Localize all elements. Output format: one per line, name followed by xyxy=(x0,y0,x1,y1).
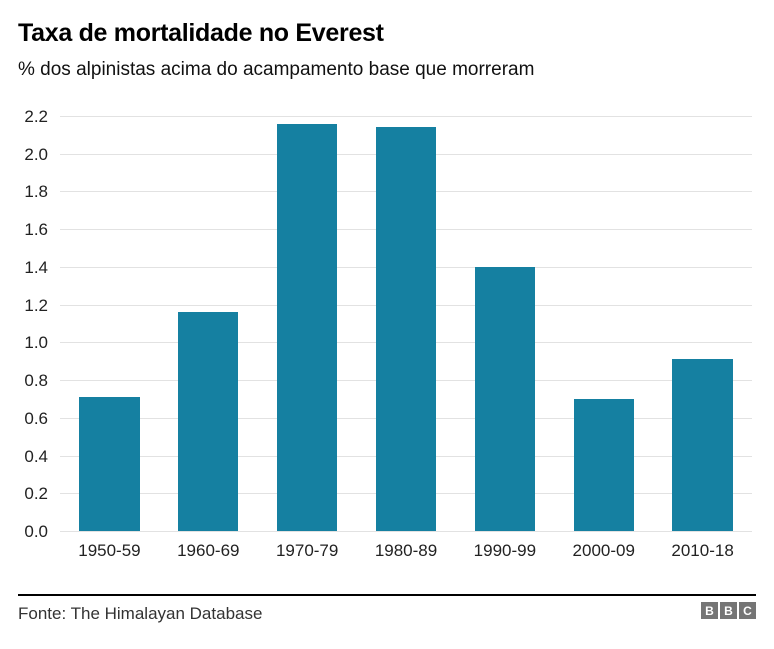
y-tick-label: 1.2 xyxy=(24,295,48,315)
x-tick-label: 2010-18 xyxy=(671,541,734,560)
x-axis-labels: 1950-59 1960-69 1970-79 1980-89 1990-99 2000-… xyxy=(60,541,752,561)
bar-column xyxy=(258,116,357,531)
y-tick-label: 2.2 xyxy=(24,107,48,126)
gridline xyxy=(60,116,752,117)
bar-column xyxy=(653,116,752,531)
x-tick-label: 1970-79 xyxy=(275,541,339,560)
chart-title: Taxa de mortalidade no Everest xyxy=(18,19,384,47)
bar-2010-18 xyxy=(672,359,733,531)
chart-subtitle: % dos alpinistas acima do acampamento ba… xyxy=(18,59,535,80)
y-tick-label: 1.4 xyxy=(24,257,48,277)
bar-column xyxy=(159,116,258,531)
bbc-logo-letter: B xyxy=(720,602,737,619)
y-tick-label: 0.2 xyxy=(24,484,48,504)
bar-1960-69 xyxy=(178,312,239,531)
bar-1980-89 xyxy=(375,127,437,531)
bar-2000-09 xyxy=(573,398,634,531)
bar-column xyxy=(455,116,554,531)
bars-row xyxy=(60,116,752,531)
source-text: Fonte: The Himalayan Database xyxy=(18,604,263,623)
bbc-logo-letter: C xyxy=(739,602,756,619)
y-tick-label: 2.0 xyxy=(24,144,48,164)
x-tick-label: 1950-59 xyxy=(78,541,141,560)
x-tick-label: 1990-99 xyxy=(473,541,537,560)
x-tick-label: 1960-69 xyxy=(177,541,240,560)
y-tick-label: 1.0 xyxy=(24,333,48,353)
footer-divider xyxy=(18,594,756,596)
y-tick-label: 0.6 xyxy=(24,408,48,428)
bar-column xyxy=(357,116,456,531)
bar-1990-99 xyxy=(474,266,536,531)
bar-1950-59 xyxy=(79,397,140,531)
y-tick-label: 0.4 xyxy=(24,446,48,466)
gridline xyxy=(60,531,752,532)
y-tick-label: 0.0 xyxy=(24,522,48,541)
y-tick-label: 1.8 xyxy=(24,182,48,202)
bar-column xyxy=(554,116,653,531)
y-axis-labels: 2.2 2.0 1.8 1.6 1.4 1.2 1.0 0.8 0.6 0.4 0.2 0.0 xyxy=(0,108,48,540)
bar-column xyxy=(60,116,159,531)
bar-1970-79 xyxy=(277,123,338,531)
y-tick-label: 1.6 xyxy=(24,220,48,240)
x-tick-label: 1980-89 xyxy=(374,541,438,560)
x-tick-label: 2000-09 xyxy=(572,541,635,560)
plot-area xyxy=(60,116,752,532)
bbc-logo-letter: B xyxy=(701,602,718,619)
y-tick-label: 0.8 xyxy=(24,371,48,391)
